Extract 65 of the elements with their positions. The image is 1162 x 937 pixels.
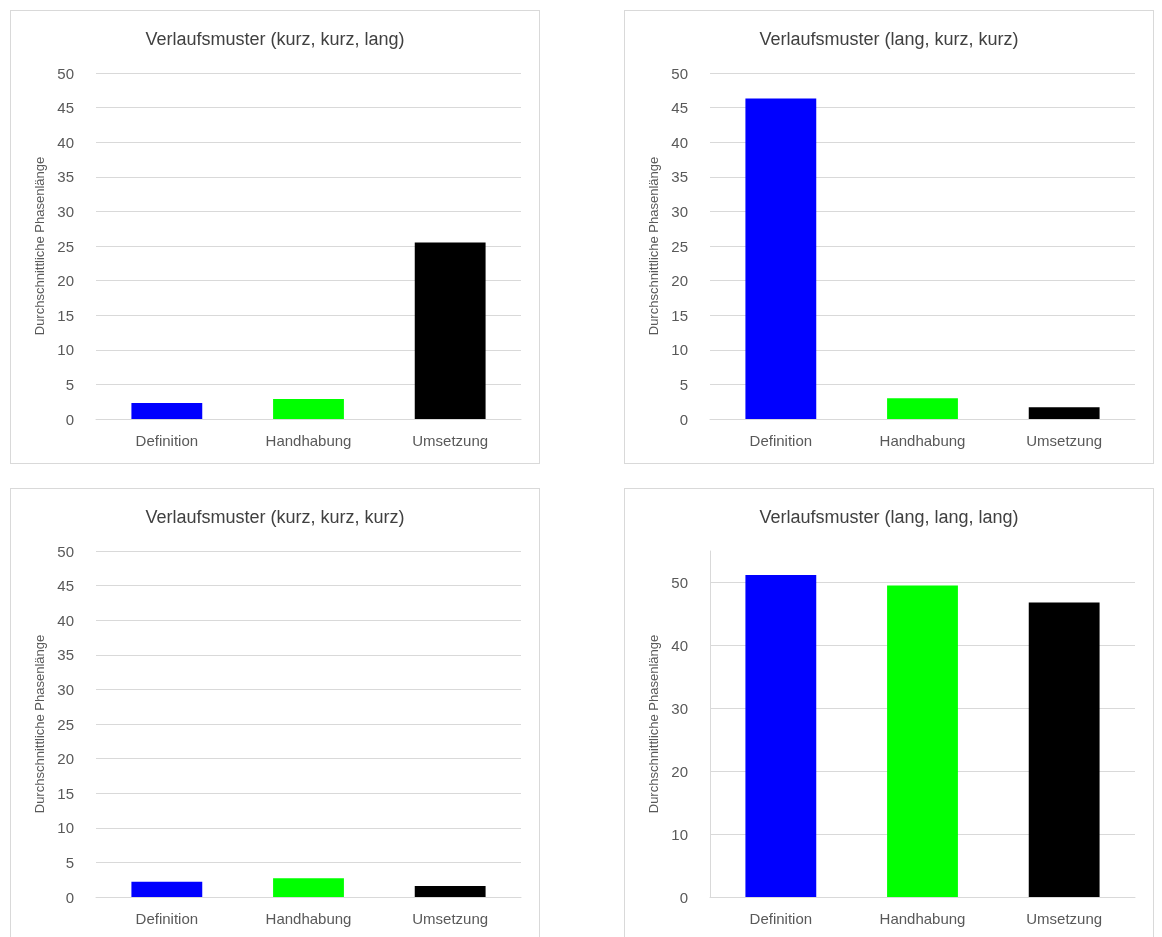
y-tick-label: 45: [57, 577, 74, 595]
x-tick-label: Handhabung: [265, 910, 352, 927]
y-tick-label: 15: [671, 306, 688, 324]
x-tick-label: Definition: [135, 910, 199, 927]
y-tick-label: 20: [57, 272, 74, 290]
chart-title: Verlaufsmuster (lang, lang, lang): [759, 507, 1019, 527]
y-tick-label: 25: [57, 715, 74, 733]
x-tick-label: Definition: [749, 432, 813, 449]
y-tick-label: 45: [57, 99, 74, 117]
y-tick-label: 0: [679, 888, 688, 906]
bar: [414, 242, 486, 419]
y-tick-label: 35: [57, 646, 74, 664]
y-tick-label: 10: [671, 341, 688, 359]
x-tick-label: Umsetzung: [412, 910, 489, 927]
x-tick-label: Umsetzung: [1026, 432, 1103, 449]
y-tick-label: 35: [57, 168, 74, 186]
y-tick-label: 5: [65, 853, 74, 871]
y-tick-label: 40: [57, 611, 74, 629]
y-tick-label: 15: [57, 306, 74, 324]
y-tick-label: 35: [671, 168, 688, 186]
y-tick-label: 0: [65, 888, 74, 906]
x-tick-label: Handhabung: [265, 432, 352, 449]
bar: [131, 403, 203, 419]
bar: [887, 398, 958, 419]
y-tick-label: 50: [671, 573, 688, 591]
x-tick-label: Definition: [749, 910, 813, 927]
y-axis-title: Durchschnittliche Phasenlänge: [32, 156, 48, 336]
y-tick-label: 25: [57, 237, 74, 255]
y-tick-label: 50: [57, 542, 74, 560]
chart-title: Verlaufsmuster (kurz, kurz, kurz): [145, 507, 405, 527]
bar: [1028, 407, 1100, 419]
x-tick-label: Umsetzung: [1026, 910, 1103, 927]
x-tick-label: Handhabung: [879, 910, 966, 927]
chart-title: Verlaufsmuster (kurz, kurz, lang): [145, 29, 405, 49]
y-axis-title: Durchschnittliche Phasenlänge: [646, 156, 662, 336]
y-tick-label: 0: [679, 410, 688, 428]
x-tick-label: Umsetzung: [412, 432, 489, 449]
bar: [273, 398, 344, 419]
y-tick-label: 50: [57, 64, 74, 82]
y-tick-label: 30: [57, 202, 74, 220]
y-tick-label: 20: [671, 762, 688, 780]
y-tick-label: 5: [679, 375, 688, 393]
y-tick-label: 10: [57, 341, 74, 359]
y-tick-label: 30: [671, 202, 688, 220]
y-tick-label: 25: [671, 237, 688, 255]
y-tick-label: 10: [671, 825, 688, 843]
y-tick-label: 50: [671, 64, 688, 82]
y-axis-title: Durchschnittliche Phasenlänge: [646, 634, 662, 814]
y-tick-label: 40: [57, 133, 74, 151]
y-tick-label: 20: [57, 750, 74, 768]
bar: [745, 98, 817, 419]
y-tick-label: 10: [57, 819, 74, 837]
y-tick-label: 45: [671, 99, 688, 117]
y-tick-label: 30: [671, 699, 688, 717]
y-tick-label: 5: [65, 375, 74, 393]
y-tick-label: 30: [57, 680, 74, 698]
y-tick-label: 40: [671, 636, 688, 654]
y-axis-title: Durchschnittliche Phasenlänge: [32, 634, 48, 814]
y-tick-label: 20: [671, 272, 688, 290]
y-tick-label: 40: [671, 133, 688, 151]
x-tick-label: Definition: [135, 432, 199, 449]
chart-title: Verlaufsmuster (lang, kurz, kurz): [759, 29, 1019, 49]
y-tick-label: 15: [57, 784, 74, 802]
y-tick-label: 0: [65, 410, 74, 428]
x-tick-label: Handhabung: [879, 432, 966, 449]
